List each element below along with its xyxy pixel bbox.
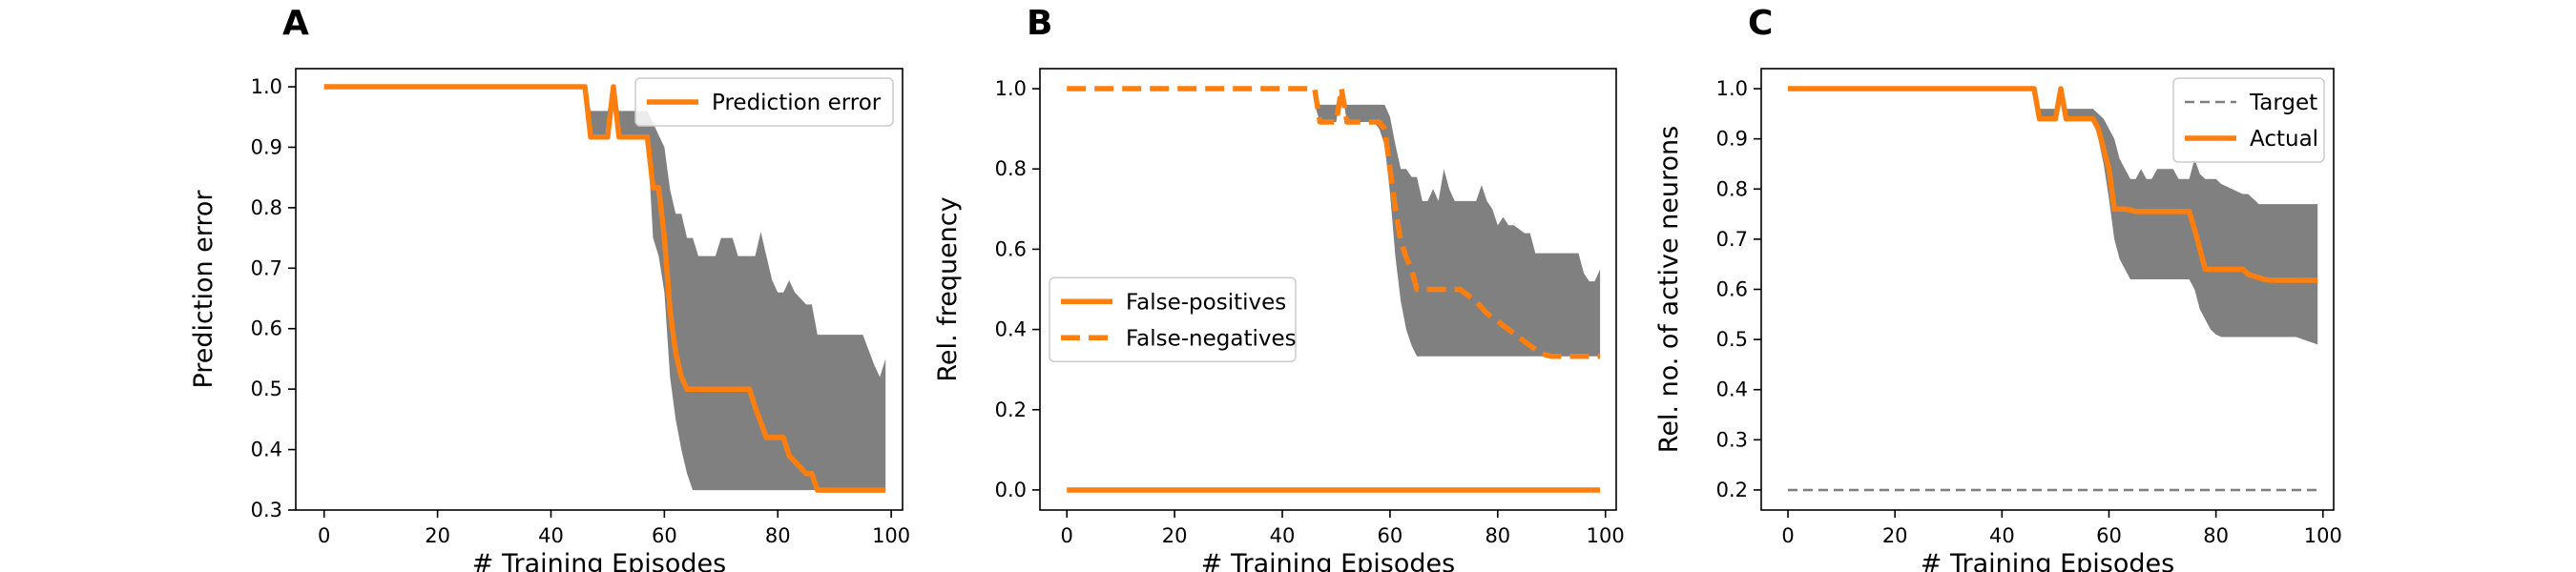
x-tick-label: 20 (425, 524, 450, 547)
std-band (1314, 89, 1601, 357)
x-tick-label: 20 (1882, 524, 1908, 547)
series-line-actual (1788, 86, 2318, 283)
y-tick-label: 0.8 (1716, 177, 1748, 200)
legend-frame (1049, 276, 1297, 363)
y-tick-label: 0.0 (995, 479, 1027, 501)
y-tick-label: 0.3 (251, 499, 282, 521)
y-tick-label: 0.6 (1716, 278, 1748, 301)
series-line-prediction-error (323, 84, 886, 493)
panel-a: A 0 20 40 60 80 100 0.3 0.4 0.5 0.6 0.7 0.8 0.9 1.0 # T… (189, 4, 910, 572)
legend-label: False-negatives (1126, 326, 1297, 351)
y-tick-label: 0.2 (995, 398, 1027, 421)
x-tick-label: 0 (1061, 524, 1073, 547)
plot-area (1788, 86, 2318, 492)
legend-label: False-positives (1126, 290, 1286, 315)
plot-area (323, 84, 886, 493)
x-tick-label: 80 (2203, 524, 2229, 547)
std-band (323, 87, 886, 491)
y-tick-label: 0.7 (251, 256, 282, 279)
y-axis-label: Rel. frequency (933, 196, 963, 381)
y-tick-label: 0.9 (1716, 128, 1748, 151)
y-tick-label: 0.4 (251, 439, 282, 461)
y-tick-label: 0.4 (1716, 378, 1748, 401)
legend-label: Prediction error (712, 91, 882, 115)
legend-frame (2172, 77, 2325, 163)
legend-label: Actual (2250, 127, 2318, 152)
y-tick-label: 0.6 (251, 317, 282, 340)
panel-b: B 0 20 40 60 80 100 0.0 0.2 0.4 0.6 0.8 1.0 # Trainin… (933, 4, 1625, 572)
panel-letter: A (282, 4, 309, 43)
x-tick-label: 40 (1270, 524, 1296, 547)
x-tick-label: 60 (652, 524, 677, 547)
x-tick-label: 100 (2304, 524, 2342, 547)
y-tick-label: 0.5 (251, 378, 282, 400)
legend: False-positives False-negatives (1049, 276, 1297, 363)
x-tick-label: 60 (2096, 524, 2122, 547)
axes-frame (1039, 68, 1617, 511)
y-tick-label: 0.9 (251, 135, 282, 158)
y-axis-label: Prediction error (189, 190, 218, 389)
series-line-false-negatives (1067, 86, 1601, 359)
y-tick-label: 0.8 (995, 157, 1027, 180)
legend-frame (634, 77, 894, 127)
panel-c: C 0 20 40 60 80 100 0.2 0.3 0.4 0.5 0.6 0.7 0.8 0.9 1.0… (1654, 4, 2342, 572)
x-tick-label: 40 (538, 524, 564, 547)
y-tick-label: 1.0 (251, 75, 282, 98)
x-tick-label: 20 (1162, 524, 1188, 547)
y-tick-label: 0.7 (1716, 228, 1748, 251)
x-tick-label: 100 (1587, 524, 1625, 547)
y-tick-label: 0.4 (995, 318, 1027, 341)
legend: Prediction error (634, 77, 894, 127)
x-tick-label: 40 (1989, 524, 2015, 547)
x-tick-label: 60 (1378, 524, 1403, 547)
x-tick-label: 0 (318, 524, 330, 547)
x-tick-label: 100 (872, 524, 910, 547)
x-tick-label: 80 (1485, 524, 1510, 547)
y-tick-label: 1.0 (995, 77, 1027, 100)
x-axis-label: # Training Episodes (1921, 549, 2174, 572)
x-tick-label: 0 (1781, 524, 1794, 547)
axes-frame (295, 68, 904, 511)
y-tick-label: 0.6 (995, 237, 1027, 260)
plot-area (1067, 86, 1601, 493)
legend: Target Actual (2172, 77, 2325, 163)
y-tick-label: 1.0 (1716, 77, 1748, 100)
y-tick-label: 0.5 (1716, 328, 1748, 351)
x-axis-label: # Training Episodes (1201, 549, 1455, 572)
y-axis-label: Rel. no. of active neurons (1654, 126, 1684, 453)
x-tick-label: 80 (765, 524, 791, 547)
y-tick-label: 0.3 (1716, 428, 1748, 451)
x-axis-label: # Training Episodes (472, 549, 726, 572)
panel-letter: B (1027, 4, 1052, 43)
panel-letter: C (1748, 4, 1773, 43)
y-tick-label: 0.8 (251, 196, 282, 219)
std-band (1788, 89, 2318, 345)
y-tick-label: 0.2 (1716, 479, 1748, 501)
legend-label: Target (2249, 91, 2317, 115)
